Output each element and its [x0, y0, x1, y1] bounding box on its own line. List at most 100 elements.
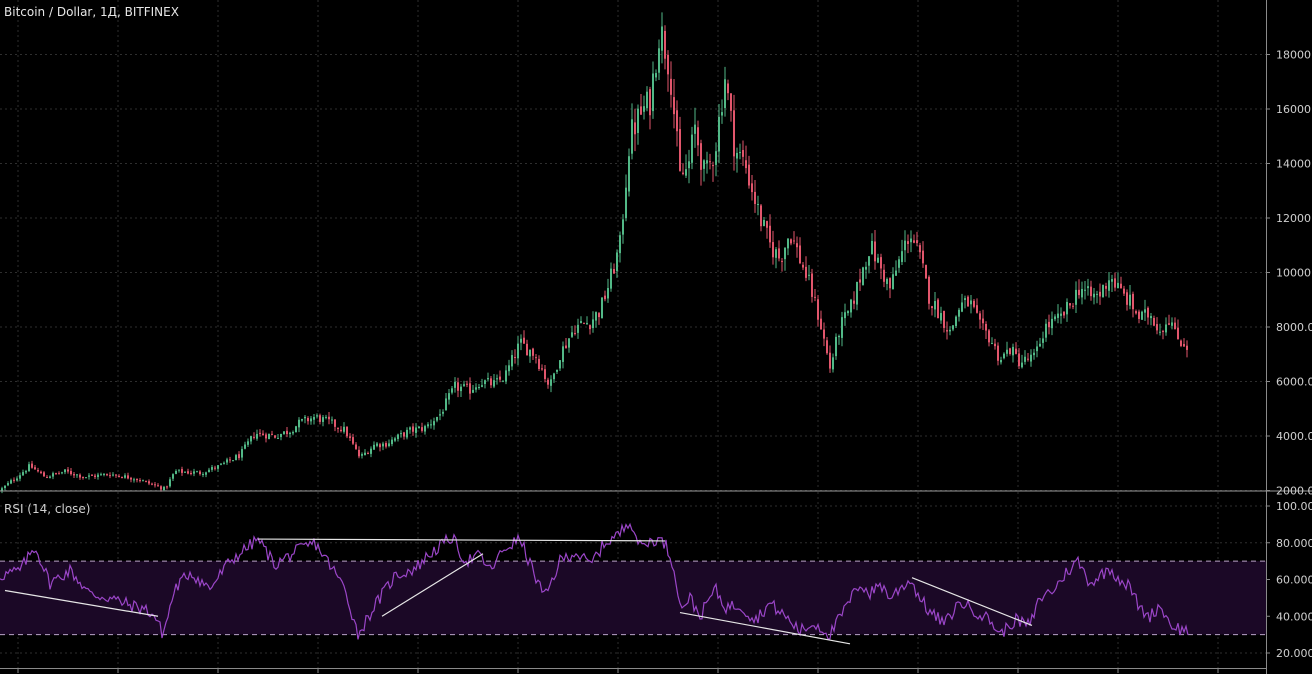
candle-body	[1162, 330, 1164, 332]
candle-body	[502, 380, 504, 382]
rsi-band	[0, 560, 1266, 636]
price-tick-label-8[interactable]: 18000.0	[1276, 49, 1312, 62]
candle-body	[4, 485, 6, 489]
candle-body	[700, 143, 702, 170]
candle-body	[1045, 323, 1047, 338]
candle-body	[55, 472, 57, 474]
rsi-trendline-2[interactable]	[257, 538, 666, 542]
candle-body	[679, 129, 681, 171]
rsi-tick-label-1[interactable]: 40.0000	[1276, 610, 1312, 623]
candle-body	[523, 337, 525, 344]
candle-body	[280, 433, 282, 437]
rsi-tick-label-4[interactable]: 100.0000	[1276, 500, 1312, 513]
candle-body	[442, 411, 444, 414]
candle-body	[814, 296, 816, 298]
candle-body	[664, 30, 666, 59]
candle-body	[91, 474, 93, 476]
candle-body	[208, 469, 210, 473]
candle-body	[421, 427, 423, 431]
candle-body	[1012, 346, 1014, 356]
candle-body	[817, 299, 819, 320]
candle-body	[1159, 331, 1161, 333]
candle-body	[1072, 305, 1074, 307]
candle-body	[454, 381, 456, 388]
price-axis-ticks[interactable]: 2000.0 4000.0 6000.0 8000.0 10000.0 12000.0 14…	[1266, 49, 1312, 498]
candle-body	[1021, 362, 1023, 368]
candle-body	[385, 442, 387, 447]
candle-body	[961, 302, 963, 312]
price-tick-label-1[interactable]: 4000.0	[1276, 430, 1312, 443]
rsi-tick-label-3[interactable]: 80.0000	[1276, 537, 1312, 550]
candle-body	[1144, 309, 1146, 313]
candle-body	[586, 323, 588, 325]
candle-body	[994, 343, 996, 347]
candle-body	[925, 265, 927, 279]
candle-body	[1096, 293, 1098, 295]
candle-body	[334, 419, 336, 427]
candle-body	[601, 297, 603, 319]
candle-body	[1093, 293, 1095, 298]
candle-body	[955, 316, 957, 327]
candle-body	[328, 416, 330, 420]
candle-body	[1060, 313, 1062, 316]
price-tick-label-6[interactable]: 14000.0	[1276, 158, 1312, 171]
candle-body	[787, 238, 789, 249]
rsi-trendline-3[interactable]	[381, 553, 484, 617]
candle-body	[691, 134, 693, 163]
candle-body	[526, 343, 528, 356]
candle-body	[460, 386, 462, 392]
candle-body	[898, 259, 900, 268]
candle-body	[34, 467, 36, 470]
rsi-trendline-5[interactable]	[911, 577, 1033, 626]
candle-body	[382, 443, 384, 447]
candle-body	[214, 467, 216, 469]
candle-body	[478, 387, 480, 389]
candle-body	[394, 438, 396, 441]
candle-body	[1066, 301, 1068, 315]
candle-body	[79, 474, 81, 478]
rsi-axis-ticks[interactable]: 20.0000 40.0000 60.0000 80.0000 100.0000	[1266, 500, 1312, 660]
candle-body	[1000, 359, 1002, 363]
candle-body	[847, 311, 849, 314]
candle-body	[580, 321, 582, 324]
candle-body	[766, 221, 768, 228]
rsi-trendlines[interactable]	[4, 538, 1033, 645]
candle-body	[295, 426, 297, 433]
price-tick-label-7[interactable]: 16000.0	[1276, 103, 1312, 116]
candle-body	[895, 270, 897, 276]
price-chart-title[interactable]: Bitcoin / Dollar, 1Д, BITFINEX	[4, 5, 179, 19]
candle-body	[190, 472, 192, 474]
price-tick-label-2[interactable]: 6000.0	[1276, 376, 1312, 389]
candle-body	[1063, 311, 1065, 316]
rsi-trendline-1[interactable]	[4, 589, 159, 617]
candle-body	[658, 48, 660, 73]
candle-body	[112, 474, 114, 476]
rsi-tick-label-2[interactable]: 60.0000	[1276, 574, 1312, 587]
candle-body	[472, 389, 474, 393]
candle-body	[436, 416, 438, 421]
candle-body	[613, 269, 615, 274]
candle-body	[10, 480, 12, 484]
candle-body	[781, 260, 783, 262]
rsi-tick-label-0[interactable]: 20.0000	[1276, 647, 1312, 660]
rsi-trendline-4[interactable]	[679, 611, 851, 645]
candle-body	[907, 241, 909, 244]
candle-body	[448, 393, 450, 400]
candle-body	[316, 415, 318, 417]
rsi-indicator-title[interactable]: RSI (14, close)	[4, 502, 91, 516]
candle-body	[499, 376, 501, 380]
price-tick-label-3[interactable]: 8000.0	[1276, 321, 1312, 334]
price-tick-label-4[interactable]: 10000.0	[1276, 267, 1312, 280]
candle-body	[628, 156, 630, 192]
price-tick-label-0[interactable]: 2000.0	[1276, 485, 1312, 498]
candle-body	[979, 313, 981, 320]
candle-body	[889, 278, 891, 289]
candle-body	[1123, 288, 1125, 294]
candle-body	[439, 414, 441, 416]
price-tick-label-5[interactable]: 12000.0	[1276, 212, 1312, 225]
candle-body	[151, 483, 153, 485]
candle-body	[85, 477, 87, 479]
candle-body	[739, 152, 741, 154]
candle-body	[655, 73, 657, 78]
